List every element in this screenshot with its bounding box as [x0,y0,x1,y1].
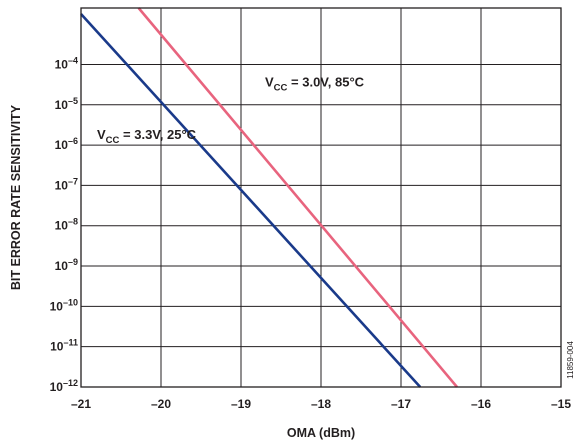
x-tick-label: –18 [311,397,331,411]
x-tick-label: –19 [231,397,251,411]
annotations: VCC = 3.3V, 25°C VCC = 3.0V, 85°C [97,75,365,146]
x-tick-label: –16 [471,397,491,411]
y-tick-label: 10–8 [55,217,78,233]
y-tick-label: 10–11 [50,338,78,354]
series-annotation-1: VCC = 3.3V, 25°C [97,127,197,146]
y-tick-label: 10–12 [50,378,78,394]
y-tick-label: 10–6 [55,136,78,152]
series-annotation-2: VCC = 3.0V, 85°C [265,75,365,94]
grid [80,8,562,388]
y-tick-label: 10–4 [55,55,78,71]
plot-frame [80,7,562,388]
series-line-2 [137,7,458,388]
y-axis-title: BIT ERROR RATE SENSITIVITY [9,104,23,290]
x-tick-label: –20 [151,397,171,411]
y-tick-label: 10–10 [50,297,78,313]
x-tick-label: –15 [551,397,571,411]
y-tick-label: 10–9 [55,257,78,273]
y-tick-label: 10–7 [55,176,78,192]
series-line-1 [80,13,422,388]
y-tick-label: 10–5 [55,96,78,112]
tick-labels: –21 –20 –19 –18 –17 –16 –15 10–4 10–5 10–6 10–7 10–… [50,55,572,411]
x-axis-title: OMA (dBm) [287,426,355,440]
series-layer [80,7,458,388]
x-tick-label: –21 [71,397,91,411]
figure-id: 11859-004 [566,341,575,379]
x-tick-label: –17 [391,397,411,411]
